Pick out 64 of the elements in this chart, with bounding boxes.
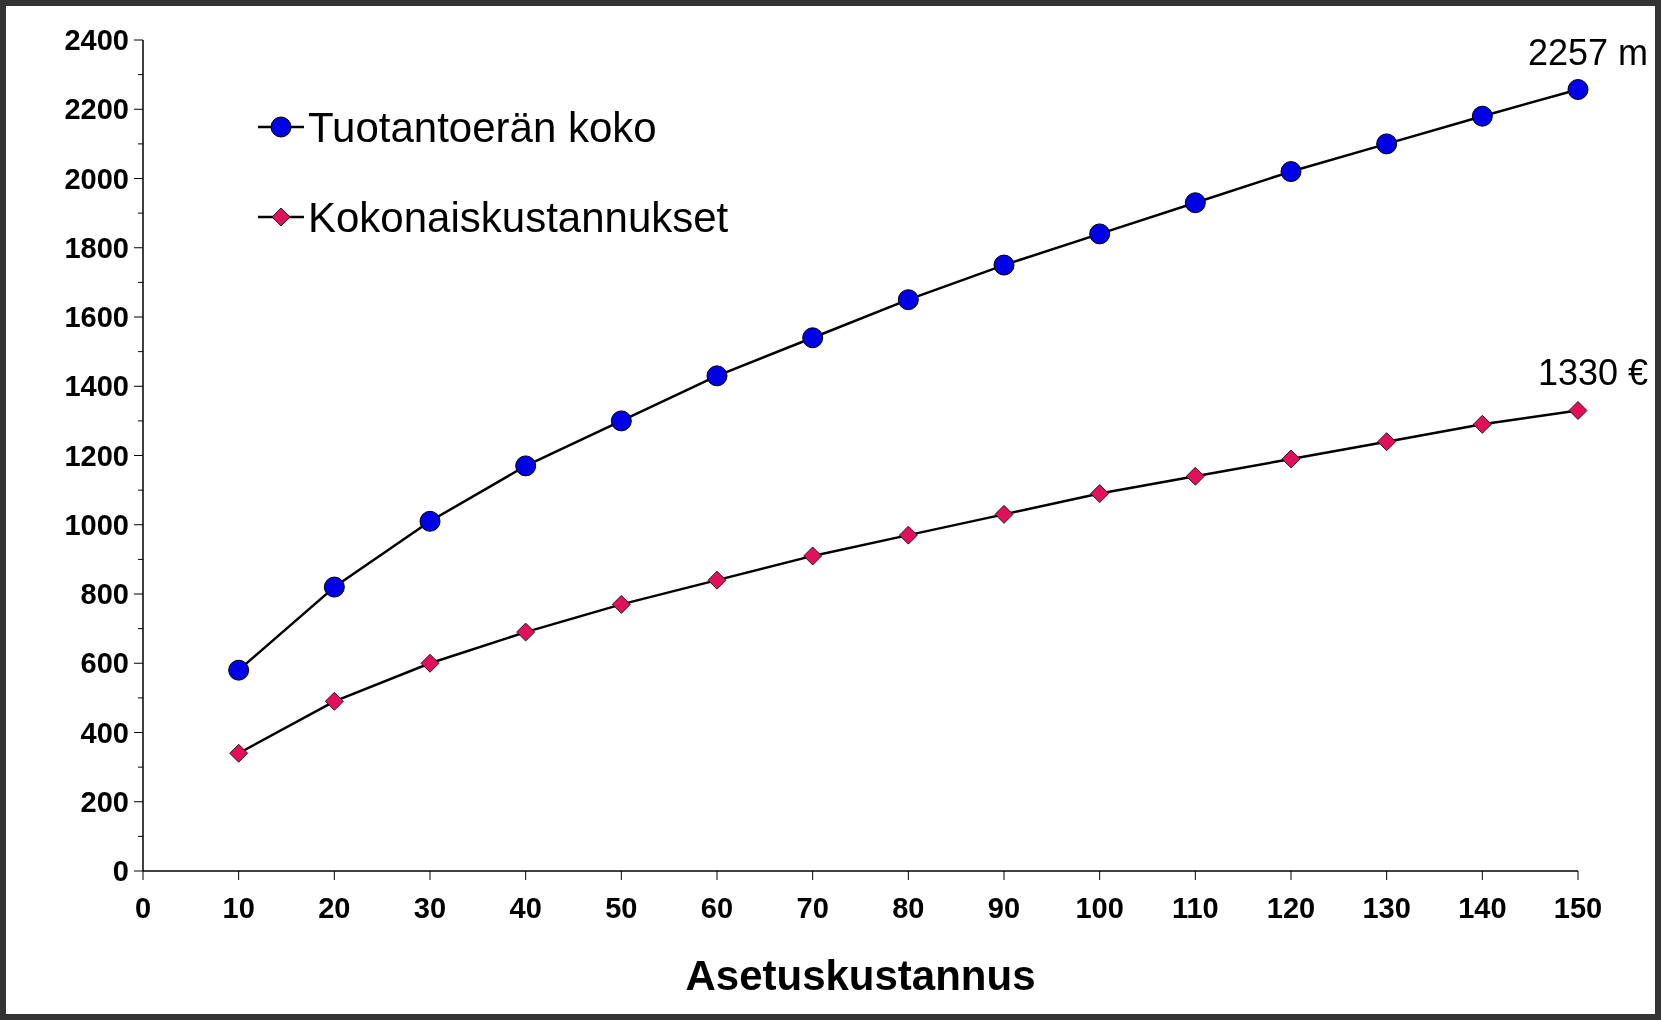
x-tick-label: 100	[1075, 892, 1124, 924]
x-tick-label: 70	[796, 892, 829, 924]
y-tick-label: 1600	[64, 301, 129, 334]
point	[228, 659, 250, 681]
annotation: 1330 €	[1537, 352, 1648, 394]
x-tick-label: 30	[413, 892, 447, 924]
point	[324, 691, 344, 711]
x-axis-title: Asetuskustannus	[685, 952, 1036, 999]
point	[898, 525, 918, 545]
point	[1089, 223, 1111, 245]
y-tick-label: 800	[80, 578, 129, 611]
point	[897, 289, 919, 311]
x-tick-label: 40	[509, 892, 542, 924]
point	[1567, 79, 1589, 101]
point	[803, 546, 823, 566]
point	[516, 622, 536, 642]
point	[515, 455, 537, 477]
y-tick-label: 2200	[64, 93, 129, 126]
point	[1376, 133, 1398, 155]
legend-label: Kokonaiskustannukset	[308, 193, 729, 241]
point	[1281, 449, 1301, 469]
y-tick-label: 1200	[64, 439, 129, 472]
point	[993, 254, 1015, 276]
y-tick-label: 2000	[64, 162, 129, 195]
point	[323, 576, 345, 598]
y-tick-label: 1000	[64, 508, 129, 541]
point	[1568, 401, 1588, 420]
x-tick-label: 130	[1362, 892, 1411, 924]
x-tick-label: 50	[605, 892, 638, 924]
annotation: 2257 m	[1527, 31, 1648, 73]
point	[1377, 432, 1397, 452]
y-tick-label: 1800	[64, 231, 129, 264]
x-tick-label: 140	[1458, 892, 1507, 924]
point	[610, 410, 632, 432]
point	[707, 570, 727, 590]
x-tick-label: 120	[1266, 892, 1316, 924]
x-tick-label: 150	[1553, 892, 1603, 924]
point	[706, 365, 728, 387]
x-tick-label: 110	[1171, 892, 1219, 924]
point	[1472, 414, 1492, 434]
x-tick-label: 80	[892, 892, 925, 924]
y-tick-label: 200	[80, 785, 129, 818]
point	[611, 594, 631, 614]
point	[1090, 484, 1110, 503]
point	[1471, 105, 1493, 127]
point	[1184, 192, 1206, 214]
y-tick-label: 400	[80, 716, 129, 749]
point	[419, 510, 441, 532]
y-tick-label: 600	[80, 647, 129, 680]
y-tick-label: 2400	[64, 24, 129, 57]
y-tick-label: 0	[112, 855, 129, 888]
point	[229, 743, 249, 763]
x-tick-label: 60	[700, 892, 734, 924]
x-tick-label: 0	[134, 892, 152, 924]
point	[994, 504, 1014, 524]
point	[420, 653, 440, 673]
legend-label: Tuotantoerän koko	[308, 103, 657, 151]
point	[802, 327, 824, 349]
x-tick-label: 90	[987, 892, 1021, 924]
x-tick-label: 10	[222, 892, 255, 924]
point	[1280, 161, 1302, 183]
x-tick-label: 20	[318, 892, 351, 924]
y-tick-label: 1400	[64, 370, 129, 403]
point	[1185, 466, 1205, 486]
